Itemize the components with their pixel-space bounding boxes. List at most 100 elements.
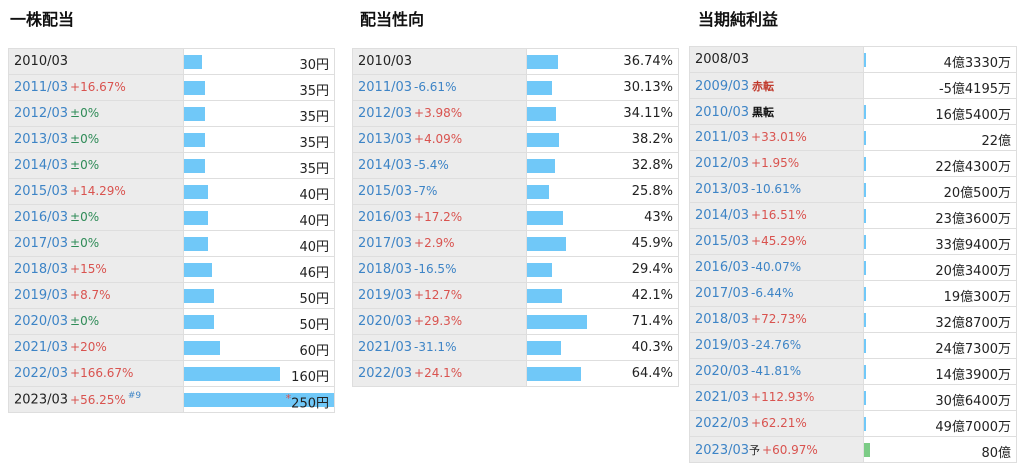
year-link[interactable]: 2022/03 [695, 416, 750, 431]
year-link[interactable]: 2016/03 [695, 260, 750, 275]
year-link[interactable]: 2022/03 [14, 366, 69, 381]
profit-row: 2012/03 +1.95% 22億4300万 [689, 150, 1017, 177]
year-link[interactable]: 2020/03 [358, 314, 413, 329]
change-rate: +16.67% [70, 80, 126, 94]
year-link[interactable]: 2013/03 [695, 182, 750, 197]
year-link[interactable]: 2011/03 [14, 80, 69, 95]
value-bar [184, 185, 208, 199]
year-link[interactable]: 2010/03 [695, 104, 750, 120]
row-value-cell: 30円 [183, 48, 335, 75]
year-link[interactable]: 2016/03 [14, 210, 69, 225]
row-value-cell: 43% [526, 204, 679, 231]
row-value-cell: 35円 [183, 126, 335, 153]
year-link[interactable]: 2021/03 [358, 340, 413, 355]
year-link[interactable]: 2015/03 [14, 184, 69, 199]
row-value: 34.11% [623, 106, 673, 121]
year-link[interactable]: 2019/03 [358, 288, 413, 303]
change-rate: ±0% [70, 158, 100, 172]
row-value-text: 64.4% [631, 366, 673, 381]
row-value-cell: 24億7300万 [863, 332, 1017, 359]
footnote-link[interactable]: #9 [127, 391, 142, 402]
change-rate: +17.2% [414, 210, 463, 224]
year-link[interactable]: 2017/03 [358, 236, 413, 251]
year-link[interactable]: 2014/03 [695, 208, 750, 223]
row-label: 2012/03 +3.98% [352, 100, 527, 127]
value-bar [527, 55, 558, 69]
row-value-text: 38.2% [631, 132, 673, 147]
change-rate: +72.73% [751, 312, 807, 326]
year-link[interactable]: 2012/03 [358, 106, 413, 121]
dividend-row: 2023/03 +56.25% #9 *250円 [8, 386, 335, 413]
year-link[interactable]: 2012/03 [695, 156, 750, 171]
year-link[interactable]: 2015/03 [358, 184, 413, 199]
row-value: 20億500万 [944, 182, 1011, 201]
payout-row: 2013/03 +4.09% 38.2% [352, 126, 679, 153]
row-value-text: 19億300万 [943, 290, 1011, 305]
year-link[interactable]: 2022/03 [358, 366, 413, 381]
year-link[interactable]: 2012/03 [14, 106, 69, 121]
change-rate: ±0% [70, 132, 100, 146]
year-link[interactable]: 2014/03 [14, 158, 69, 173]
year-link[interactable]: 2020/03 [14, 314, 69, 329]
value-bar [864, 287, 866, 301]
year-link[interactable]: 2018/03 [695, 312, 750, 327]
row-label: 2014/03 -5.4% [352, 152, 527, 179]
year-link[interactable]: 2019/03 [695, 338, 750, 353]
row-value-cell: 30.13% [526, 74, 679, 101]
row-value: 32億8700万 [935, 312, 1011, 331]
value-bar [184, 159, 205, 173]
year-link[interactable]: 2011/03 [358, 80, 413, 95]
row-value-cell: 45.9% [526, 230, 679, 257]
year-link[interactable]: 2013/03 [14, 132, 69, 147]
row-label: 2016/03 ±0% [8, 204, 184, 231]
value-bar [527, 107, 556, 121]
change-rate: +1.95% [751, 156, 800, 170]
row-value: 19億300万 [944, 286, 1011, 305]
value-bar [527, 289, 562, 303]
year-link[interactable]: 2015/03 [695, 234, 750, 249]
profit-row: 2021/03 +112.93% 30億6400万 [689, 384, 1017, 411]
row-label: 2021/03 -31.1% [352, 334, 527, 361]
row-value-text: 49億7000万 [935, 420, 1011, 435]
row-value-text: 40.3% [631, 340, 673, 355]
row-value: 80億 [981, 442, 1011, 461]
row-label: 2020/03 ±0% [8, 308, 184, 335]
value-bar [184, 315, 214, 329]
row-label: 2010/03 黒転 [689, 98, 864, 125]
row-value-text: 24億7300万 [935, 342, 1011, 357]
year-link[interactable]: 2013/03 [358, 132, 413, 147]
profit-row: 2018/03 +72.73% 32億8700万 [689, 306, 1017, 333]
change-rate: +15% [70, 262, 107, 276]
year-link[interactable]: 2020/03 [695, 364, 750, 379]
year-link[interactable]: 2014/03 [358, 158, 413, 173]
profit-title: 当期純利益 [698, 10, 779, 29]
row-value-text: 35円 [299, 136, 329, 151]
year-link[interactable]: 2019/03 [14, 288, 69, 303]
dividend-row: 2011/03 +16.67% 35円 [8, 74, 335, 101]
year-link[interactable]: 2023/03 [695, 442, 750, 458]
year-link[interactable]: 2009/03 [695, 78, 750, 94]
profit-row: 2020/03 -41.81% 14億3900万 [689, 358, 1017, 385]
row-label: 2009/03 赤転 [689, 72, 864, 99]
dividend-row: 2016/03 ±0% 40円 [8, 204, 335, 231]
year-link[interactable]: 2021/03 [14, 340, 69, 355]
year-link[interactable]: 2023/03 [14, 392, 69, 408]
row-value: 46円 [299, 262, 329, 281]
row-value-text: 42.1% [631, 288, 673, 303]
year-link[interactable]: 2016/03 [358, 210, 413, 225]
value-bar [864, 53, 866, 67]
year-link[interactable]: 2018/03 [14, 262, 69, 277]
value-bar [864, 157, 866, 171]
value-bar [864, 235, 866, 249]
value-bar [864, 313, 866, 327]
year-link[interactable]: 2017/03 [14, 236, 69, 251]
year-link[interactable]: 2011/03 [695, 130, 750, 145]
value-bar [864, 183, 866, 197]
year-link[interactable]: 2018/03 [358, 262, 413, 277]
row-value-text: 35円 [299, 84, 329, 99]
row-value-text: 45.9% [631, 236, 673, 251]
year-link[interactable]: 2021/03 [695, 390, 750, 405]
year-link[interactable]: 2017/03 [695, 286, 750, 301]
change-rate: +8.7% [70, 288, 111, 302]
row-value-text: 60円 [299, 344, 329, 359]
